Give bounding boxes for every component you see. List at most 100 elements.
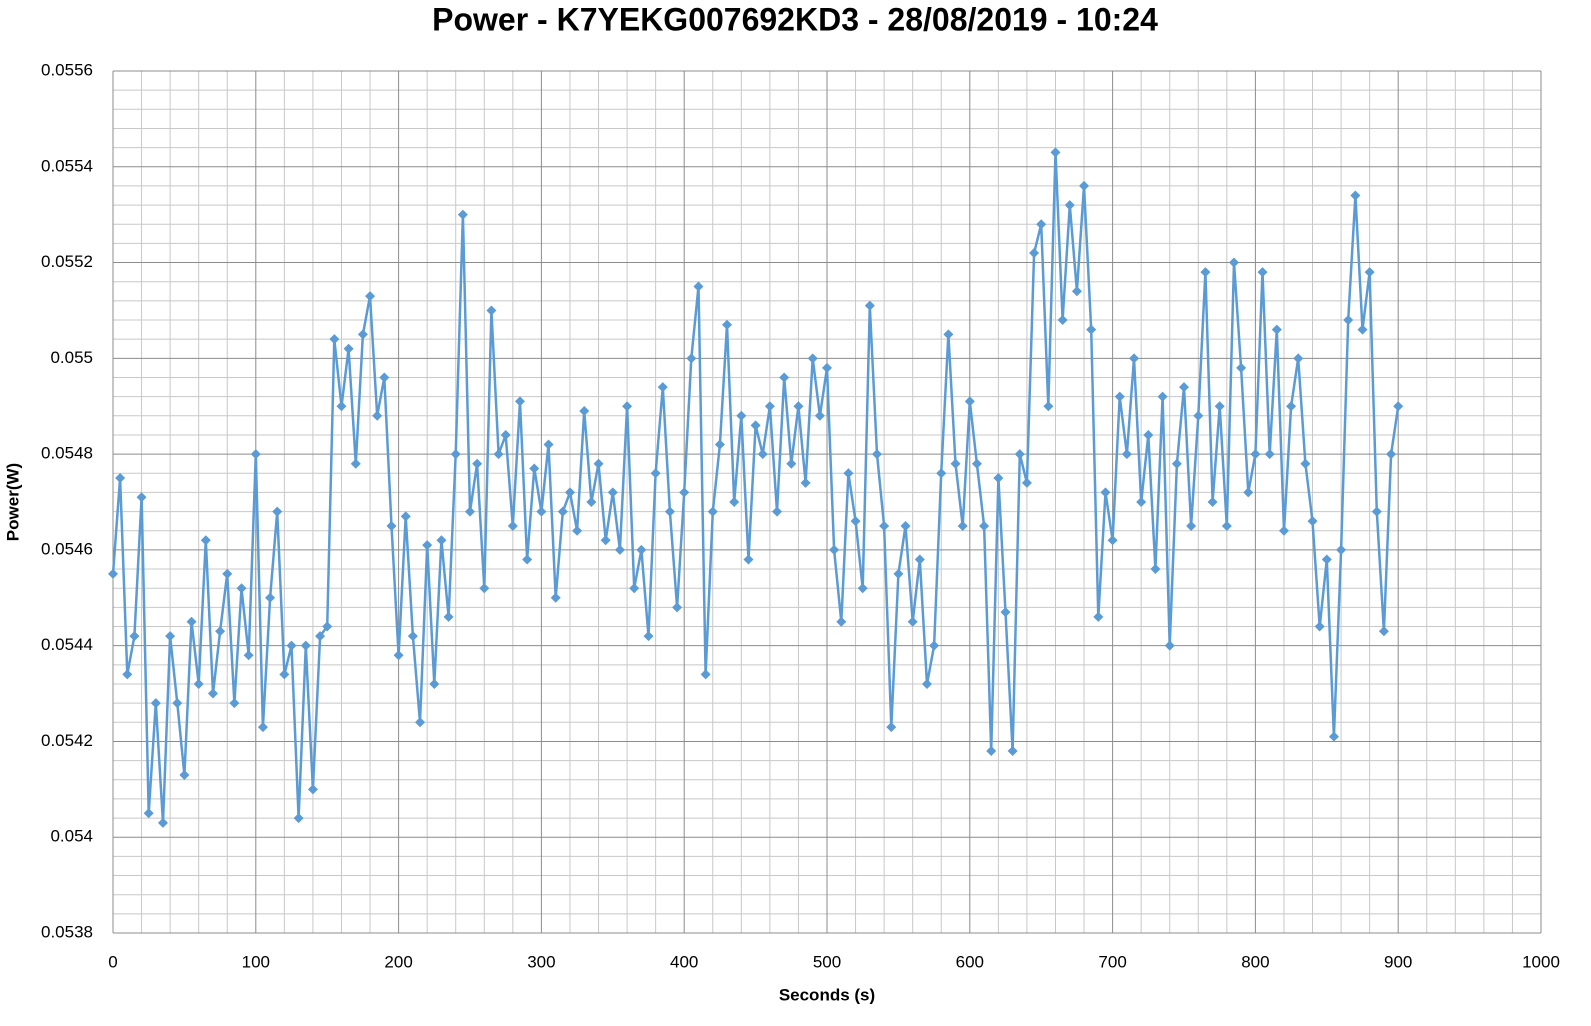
data-point [108,568,118,579]
data-point [436,535,447,546]
y-tick-label: 0.0554 [41,156,93,175]
y-tick-label: 0.0548 [41,444,93,463]
data-point [1114,391,1125,402]
data-point [1293,353,1304,364]
data-point [914,554,925,565]
data-point [1171,458,1182,469]
data-point [557,506,568,517]
data-point [843,468,854,479]
data-point [643,631,654,642]
data-point [1064,200,1075,211]
data-point [657,382,668,393]
data-point [700,669,711,680]
data-point [229,698,240,709]
data-point [207,688,218,699]
data-point [1193,410,1204,421]
x-tick-label: 900 [1384,952,1412,971]
data-point [386,520,397,531]
data-point [1200,267,1211,278]
data-point [900,520,911,531]
data-point [786,458,797,469]
data-point [215,626,226,637]
data-point [1286,401,1297,412]
y-tick-label: 0.055 [50,348,93,367]
data-point [1043,401,1054,412]
data-point [1164,640,1175,651]
data-point [1264,449,1275,460]
x-axis-label: Seconds (s) [779,985,875,1004]
data-point [400,511,411,522]
data-point [193,678,204,689]
x-tick-label: 500 [813,952,841,971]
y-tick-label: 0.0556 [41,60,93,79]
data-point [936,468,947,479]
y-tick-label: 0.0546 [41,539,93,558]
y-tick-label: 0.0542 [41,731,93,750]
data-point [1014,449,1025,460]
data-point [1086,324,1097,335]
data-point [1378,626,1389,637]
data-point [1386,449,1397,460]
data-point [1314,621,1325,632]
data-point [729,497,740,507]
data-point [893,568,904,579]
data-point [1243,487,1254,498]
data-point [979,520,990,531]
data-point [222,568,233,579]
data-point [379,372,390,383]
data-point [522,554,533,565]
data-point [257,722,268,733]
data-point [636,544,647,555]
data-point [457,209,468,220]
data-point [1129,353,1140,364]
data-point [664,506,675,517]
data-point [500,429,511,440]
data-point [536,506,547,517]
data-point [1307,516,1318,527]
data-point [450,449,461,460]
data-point [1214,401,1225,412]
data-point [714,439,725,450]
data-point [1150,564,1161,575]
data-point [136,492,147,503]
data-point [743,554,754,565]
data-point [736,410,747,421]
data-point [150,698,161,709]
data-point [1357,324,1368,335]
data-point [757,449,768,460]
x-tick-label: 700 [1098,952,1126,971]
x-tick-label: 1000 [1522,952,1560,971]
data-point [407,631,418,642]
data-point [879,520,890,531]
data-point [986,746,997,757]
data-point [629,583,640,594]
data-point [693,281,704,292]
data-point [1186,520,1197,531]
data-point [443,611,454,622]
data-point [1000,607,1011,618]
data-point [415,717,426,728]
data-point [514,396,525,407]
data-point [886,722,897,733]
data-point [829,544,840,555]
data-point [393,650,404,661]
data-point [772,506,783,517]
data-point [1107,535,1118,546]
data-point [750,420,761,431]
data-point [871,449,882,460]
data-point [372,410,383,421]
data-point [1221,520,1232,531]
data-point [1336,544,1347,555]
data-point [814,410,825,421]
data-point [921,678,932,689]
data-point [1057,315,1068,326]
data-point [315,631,326,642]
data-point [1007,746,1018,757]
data-point [572,525,583,536]
data-point [707,506,718,517]
x-tick-label: 600 [956,952,984,971]
data-point [622,401,633,412]
data-point [1257,267,1268,278]
data-point [115,473,126,484]
